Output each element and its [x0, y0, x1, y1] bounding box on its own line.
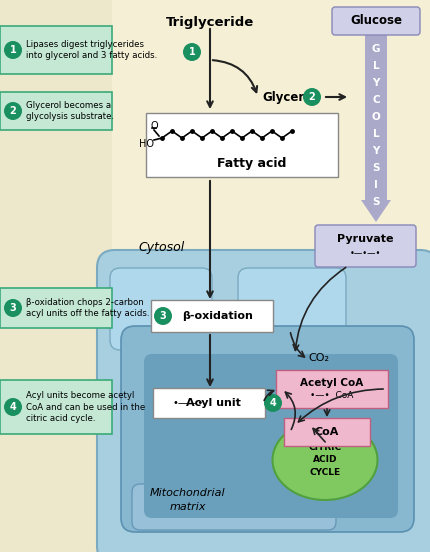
FancyBboxPatch shape: [97, 250, 430, 552]
Text: L: L: [373, 129, 379, 139]
Text: 2: 2: [9, 106, 16, 116]
Text: Acyl unit: Acyl unit: [186, 398, 240, 408]
Text: Triglyceride: Triglyceride: [166, 16, 254, 29]
Text: 1: 1: [189, 47, 195, 57]
Text: CoA: CoA: [315, 427, 339, 437]
Text: Lipases digest triglycerides
into glycerol and 3 fatty acids.: Lipases digest triglycerides into glycer…: [26, 40, 157, 60]
Text: G: G: [372, 44, 380, 54]
Ellipse shape: [273, 420, 378, 500]
Circle shape: [183, 43, 201, 61]
Text: 3: 3: [160, 311, 166, 321]
Text: 1: 1: [9, 45, 16, 55]
Text: 3: 3: [9, 303, 16, 313]
FancyBboxPatch shape: [0, 26, 112, 74]
Text: HO: HO: [138, 139, 154, 149]
Text: β-oxidation: β-oxidation: [183, 311, 253, 321]
Text: S: S: [372, 197, 380, 207]
FancyBboxPatch shape: [0, 0, 112, 552]
FancyBboxPatch shape: [153, 388, 265, 418]
FancyBboxPatch shape: [110, 268, 212, 350]
FancyBboxPatch shape: [276, 370, 388, 408]
Text: C: C: [372, 95, 380, 105]
FancyBboxPatch shape: [151, 300, 273, 332]
FancyBboxPatch shape: [132, 484, 336, 530]
FancyBboxPatch shape: [146, 113, 338, 177]
Text: Glucose: Glucose: [350, 14, 402, 28]
Circle shape: [154, 307, 172, 325]
Text: Fatty acid: Fatty acid: [217, 157, 287, 169]
Text: S: S: [372, 163, 380, 173]
Circle shape: [4, 41, 22, 59]
FancyBboxPatch shape: [144, 354, 398, 518]
Text: Y: Y: [372, 78, 380, 88]
Text: •——•: •——•: [173, 398, 204, 408]
Text: L: L: [373, 61, 379, 71]
Text: Acyl units become acetyl
CoA and can be used in the
citric acid cycle.: Acyl units become acetyl CoA and can be …: [26, 391, 145, 423]
Text: Pyruvate: Pyruvate: [337, 234, 393, 244]
FancyBboxPatch shape: [0, 288, 112, 328]
Text: CITRIC
ACID
CYCLE: CITRIC ACID CYCLE: [308, 443, 341, 477]
FancyBboxPatch shape: [121, 326, 414, 532]
Text: Y: Y: [372, 146, 380, 156]
Text: Glycerol becomes a
glycolysis substrate.: Glycerol becomes a glycolysis substrate.: [26, 101, 114, 121]
Circle shape: [303, 88, 321, 106]
Text: •—•  CoA: •—• CoA: [310, 391, 354, 401]
Text: O: O: [150, 121, 158, 131]
Text: Glycerol: Glycerol: [262, 91, 316, 104]
Circle shape: [264, 394, 282, 412]
Text: Cytosol: Cytosol: [138, 242, 184, 254]
Text: Mitochondrial
matrix: Mitochondrial matrix: [150, 489, 226, 512]
FancyBboxPatch shape: [332, 7, 420, 35]
Text: •—•—•: •—•—•: [349, 248, 381, 257]
Text: CO₂: CO₂: [308, 353, 329, 363]
Text: Acetyl CoA: Acetyl CoA: [301, 378, 364, 388]
Text: 4: 4: [9, 402, 16, 412]
FancyArrow shape: [361, 34, 391, 222]
FancyBboxPatch shape: [238, 268, 346, 350]
FancyBboxPatch shape: [0, 380, 112, 434]
Text: O: O: [372, 112, 381, 122]
FancyBboxPatch shape: [0, 92, 112, 130]
Text: 2: 2: [309, 92, 315, 102]
Text: I: I: [374, 180, 378, 190]
FancyBboxPatch shape: [284, 418, 370, 446]
Circle shape: [4, 398, 22, 416]
Text: 4: 4: [270, 398, 276, 408]
Circle shape: [4, 299, 22, 317]
Circle shape: [4, 102, 22, 120]
Text: β-oxidation chops 2-carbon
acyl units off the fatty acids.: β-oxidation chops 2-carbon acyl units of…: [26, 298, 150, 318]
FancyBboxPatch shape: [315, 225, 416, 267]
